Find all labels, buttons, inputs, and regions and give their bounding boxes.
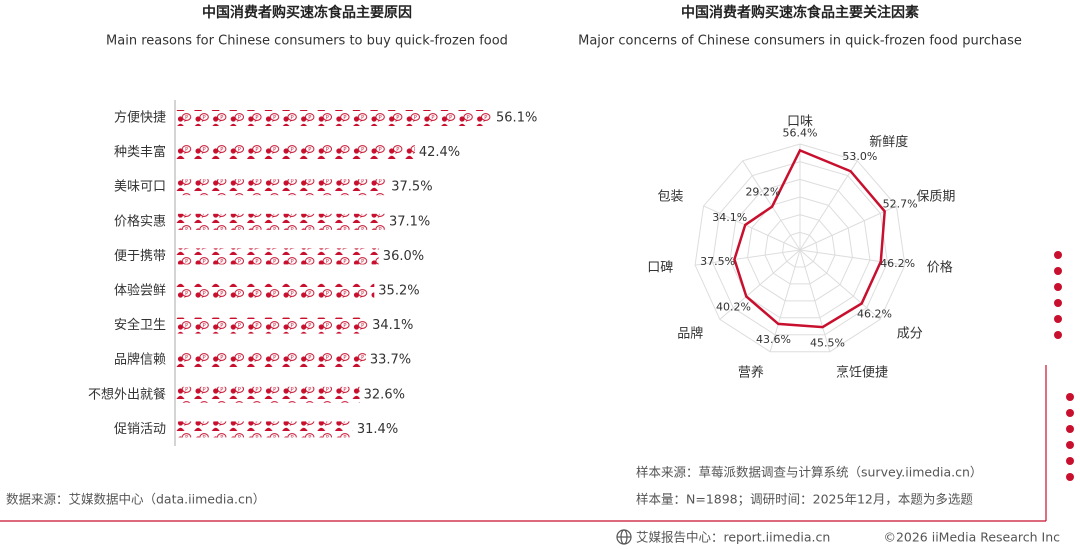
value-label: 40.2% (716, 301, 751, 314)
grid-ring (747, 196, 853, 302)
value-label: 45.5% (810, 336, 845, 349)
category-label: 不想外出就餐 (88, 386, 166, 402)
value-label: 34.1% (712, 211, 747, 224)
value-label: 37.5% (700, 255, 735, 268)
dots (1054, 251, 1074, 481)
globe-icon (616, 529, 632, 545)
bar (176, 248, 379, 265)
left-subtitle: Main reasons for Chinese consumers to bu… (106, 34, 508, 49)
spoke (769, 249, 801, 352)
value-label: 42.4% (419, 145, 460, 160)
bar (176, 421, 353, 438)
bar (176, 283, 375, 299)
footer-brand: 艾媒报告中心：report.iimedia.cn (636, 530, 830, 545)
sample-note: 样本量：N=1898；调研时间：2025年12月，本题为多选题 (636, 492, 973, 507)
grid-ring (781, 231, 819, 268)
category-label: 安全卫生 (114, 317, 166, 333)
bar (176, 317, 369, 334)
radar-line (733, 148, 886, 329)
category-label: 方便快捷 (114, 110, 166, 126)
value-label: 35.2% (378, 284, 419, 299)
value-label: 33.7% (370, 353, 411, 368)
category-label: 烹饪便捷 (836, 365, 888, 380)
category-label: 价格实惠 (114, 213, 166, 229)
value-label: 53.0% (842, 150, 877, 163)
bar (176, 352, 366, 369)
value-label: 34.1% (372, 318, 413, 333)
value-label: 36.0% (383, 249, 424, 264)
value-label: 31.4% (357, 422, 398, 437)
spoke (703, 205, 801, 251)
category-label: 口味 (787, 115, 813, 130)
grid-ring (694, 143, 906, 353)
category-label: 成分 (897, 326, 923, 341)
spoke (799, 249, 905, 266)
value-label: 37.1% (389, 214, 430, 229)
grid-ring (712, 161, 888, 336)
value-label: 56.4% (783, 126, 818, 139)
value-label: 52.7% (883, 197, 918, 210)
bar (176, 144, 415, 161)
left-title: 中国消费者购买速冻食品主要原因 (202, 4, 412, 21)
category-label: 营养 (738, 364, 764, 380)
value-label: 37.5% (391, 180, 432, 195)
value-label: 46.2% (857, 308, 892, 321)
category-label: 便于携带 (114, 248, 166, 264)
spoke (799, 249, 881, 320)
category-label: 品牌信赖 (114, 352, 166, 368)
value-label: 56.1% (496, 111, 537, 126)
spoke (695, 249, 801, 266)
grid-ring (764, 214, 836, 285)
category-label: 种类丰富 (114, 144, 166, 160)
category-label: 品牌 (677, 325, 703, 341)
value-label: 43.6% (756, 333, 791, 346)
value-label: 29.2% (745, 185, 780, 198)
source: 数据来源：艾媒数据中心（data.iimedia.cn） (6, 492, 265, 507)
spoke (799, 249, 831, 352)
category-label: 体验尝鲜 (114, 283, 166, 299)
category-label: 新鲜度 (869, 134, 908, 150)
sample-source: 样本来源：草莓派数据调查与计算系统（survey.iimedia.cn） (636, 465, 982, 480)
category-label: 价格 (927, 260, 953, 276)
copyright: ©2026 iiMedia Research Inc (883, 530, 1060, 545)
decoration (0, 251, 1074, 545)
bar (176, 386, 360, 403)
bar (176, 110, 493, 126)
category-label: 包装 (658, 189, 684, 204)
right-title: 中国消费者购买速冻食品主要关注因素 (681, 4, 919, 21)
value-label: 46.2% (880, 257, 915, 270)
spoke (799, 205, 897, 251)
bar (176, 179, 388, 196)
category-label: 促销活动 (114, 422, 166, 437)
spoke (799, 160, 858, 251)
value-label: 32.6% (364, 387, 405, 402)
bar (176, 213, 385, 230)
spoke (719, 249, 801, 320)
category-label: 口碑 (647, 260, 673, 276)
category-label: 保质期 (916, 189, 955, 204)
grid-ring (729, 178, 871, 319)
right-subtitle: Major concerns of Chinese consumers in q… (578, 34, 1022, 49)
category-label: 美味可口 (114, 180, 166, 195)
